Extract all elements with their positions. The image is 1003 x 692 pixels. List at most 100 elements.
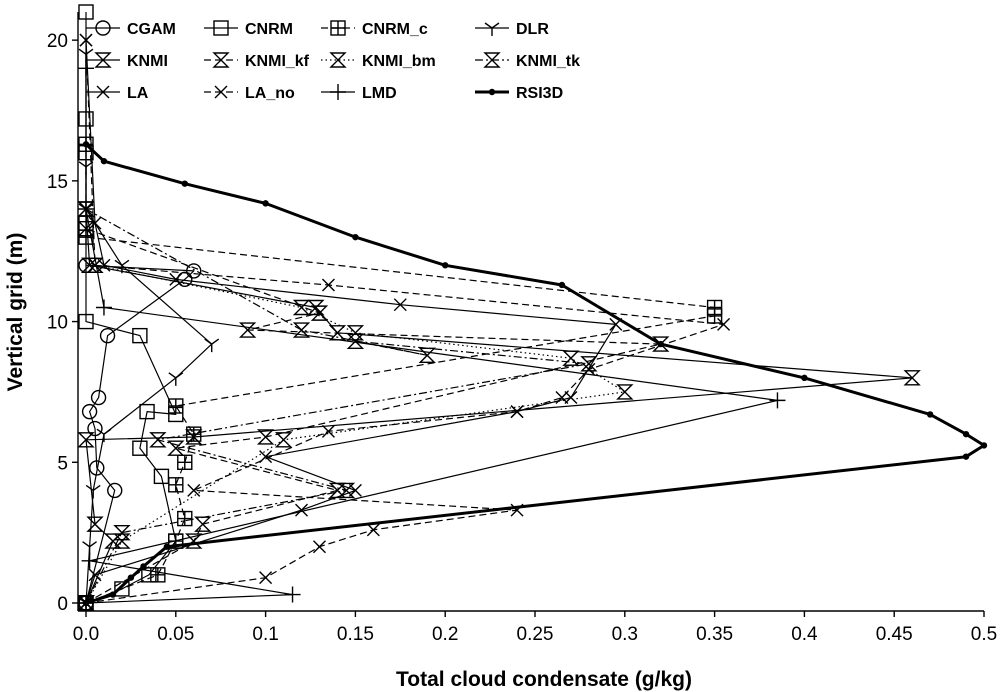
data-point	[393, 298, 407, 312]
data-point	[99, 327, 116, 344]
y-tick-label: 5	[57, 453, 68, 474]
series-line	[85, 208, 913, 604]
legend-marker	[212, 52, 230, 68]
data-point	[169, 272, 183, 286]
data-point	[77, 432, 95, 448]
data-point	[132, 440, 148, 456]
data-point	[168, 398, 184, 414]
legend-item: DLR	[475, 21, 549, 38]
legend-label: CGAM	[127, 21, 176, 38]
data-point	[96, 428, 112, 443]
legend-label: CNRM_c	[362, 21, 428, 38]
data-point	[284, 586, 301, 603]
x-tick-label: 0.4	[791, 624, 818, 645]
y-axis-label: Vertical grid (m)	[4, 233, 27, 392]
data-point	[163, 543, 171, 550]
y-tick-label: 15	[47, 172, 68, 193]
data-point	[312, 540, 326, 554]
data-point	[717, 317, 731, 331]
data-point	[801, 374, 808, 382]
data-point	[558, 281, 566, 289]
data-point	[168, 477, 184, 493]
legend: CGAM CNRM CNRM_c DLR KNMI KNMI_kf KNMI_bm KNMI_…	[86, 20, 580, 102]
data-point	[81, 552, 98, 569]
data-point	[274, 432, 293, 448]
data-point	[292, 322, 311, 338]
data-point	[78, 201, 94, 217]
series-rsi3d	[82, 141, 988, 607]
legend-marker	[214, 85, 228, 99]
data-point	[149, 432, 167, 448]
data-point	[259, 571, 273, 585]
data-point	[140, 563, 147, 570]
data-point	[262, 200, 269, 207]
data-point	[295, 503, 309, 517]
x-tick-label: 0.2	[432, 624, 458, 645]
series-layer	[77, 4, 988, 611]
data-point	[903, 370, 921, 386]
data-point	[292, 299, 311, 316]
data-point	[127, 574, 135, 581]
data-point	[657, 340, 664, 348]
legend-label: DLR	[516, 21, 549, 38]
data-point	[185, 429, 203, 445]
legend-label: LMD	[362, 85, 397, 102]
series-line	[85, 264, 195, 604]
data-point	[77, 201, 95, 217]
data-point	[82, 599, 90, 607]
data-point	[616, 384, 634, 400]
data-point	[418, 347, 436, 364]
y-tick-label: 20	[47, 31, 68, 52]
legend-marker	[329, 52, 347, 68]
legend-marker	[213, 20, 229, 36]
legend-marker	[96, 85, 110, 99]
legend-marker	[483, 52, 501, 68]
legend-label: LA_no	[245, 85, 295, 102]
legend-label: LA	[127, 85, 149, 102]
data-point	[100, 157, 108, 165]
series-la-no	[79, 33, 731, 610]
data-point	[88, 568, 102, 582]
legend-label: KNMI_kf	[245, 53, 310, 70]
x-tick-label: 0.35	[696, 624, 733, 645]
data-point	[95, 299, 112, 316]
data-point	[82, 141, 90, 148]
data-point	[562, 350, 580, 366]
data-point	[256, 429, 275, 445]
data-point	[555, 391, 569, 405]
legend-marker	[94, 52, 112, 68]
series-line	[85, 264, 626, 604]
x-tick-label: 0.05	[157, 624, 194, 645]
data-point	[962, 430, 970, 438]
legend-item: LA_no	[204, 85, 295, 102]
x-tick-label: 0.15	[337, 624, 374, 645]
data-point	[78, 60, 94, 77]
legend-item: RSI3D	[475, 85, 563, 102]
data-point	[204, 338, 220, 353]
legend-item: KNMI_tk	[475, 52, 580, 70]
legend-item: CNRM_c	[321, 20, 428, 38]
data-point	[85, 484, 101, 499]
legend-label: KNMI_bm	[362, 53, 436, 70]
y-tick-label: 0	[57, 594, 68, 615]
data-point	[87, 420, 103, 437]
data-point	[321, 424, 335, 438]
data-point	[153, 468, 170, 485]
data-point	[107, 482, 123, 499]
axes-layer: 0.0 0.05 0.1 0.15 0.2 0.25 0.3 0.35 0.4 0.45 0.5 0 5…	[47, 12, 997, 645]
legend-item: KNMI_bm	[321, 52, 436, 70]
data-point	[79, 33, 93, 47]
data-point	[86, 516, 104, 532]
data-point	[706, 299, 723, 316]
data-point	[88, 258, 102, 272]
data-point	[510, 405, 524, 419]
legend-item: LA	[86, 85, 149, 102]
data-point	[150, 567, 166, 583]
data-point	[132, 327, 148, 344]
data-point	[90, 389, 107, 406]
data-point	[962, 453, 970, 460]
data-point	[177, 454, 193, 470]
x-axis-label: Total cloud condensate (g/kg)	[396, 668, 692, 691]
data-point	[321, 278, 335, 292]
legend-item: KNMI_kf	[204, 52, 310, 70]
